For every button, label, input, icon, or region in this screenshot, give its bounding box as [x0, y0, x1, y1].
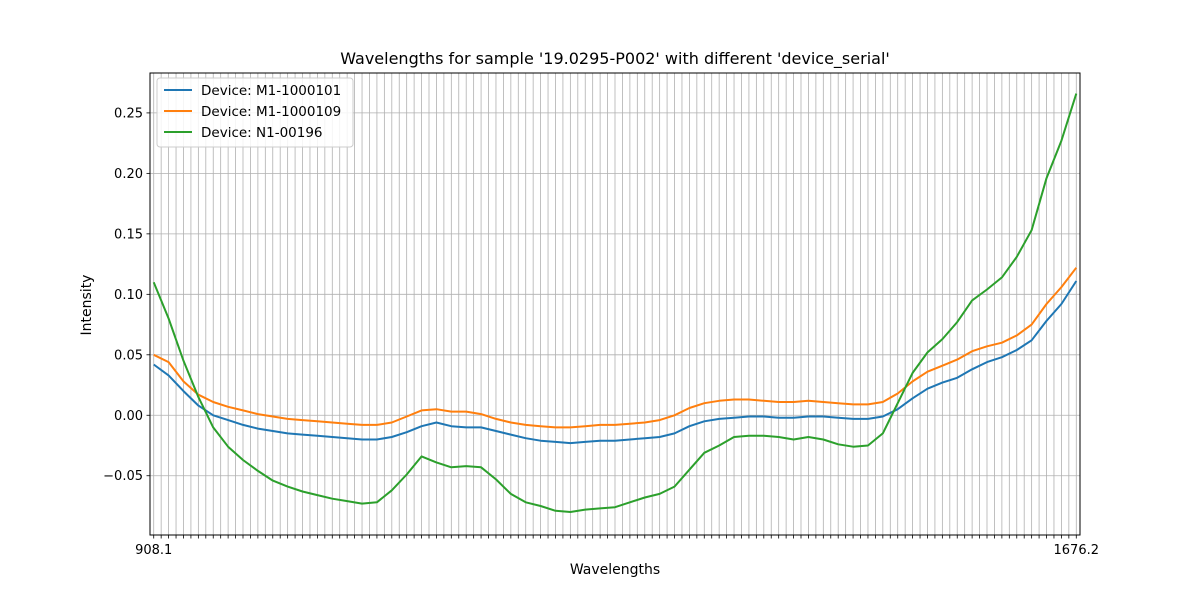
y-axis-label: Intensity	[79, 275, 95, 336]
legend-box	[156, 77, 354, 148]
y-tick-label: 0.20	[114, 167, 143, 182]
y-tick-label: −0.05	[103, 469, 143, 484]
series-lines	[152, 93, 1078, 513]
legend-item: Device: M1-1000109	[164, 104, 341, 120]
y-axis-ticks: −0.05 0.00 0.05 0.10 0.15 0.20 0.25	[103, 106, 150, 484]
x-gridlines	[153, 73, 1077, 535]
x-axis-label: Wavelengths	[570, 562, 660, 578]
legend-label: Device: M1-1000109	[201, 104, 341, 120]
legend-item: Device: M1-1000101	[164, 83, 341, 99]
y-tick-label: 0.15	[114, 227, 143, 242]
y-tick-label: 0.00	[114, 409, 143, 424]
y-tick-label: 0.10	[114, 288, 143, 303]
chart-title: Wavelengths for sample '19.0295-P002' wi…	[340, 49, 890, 69]
y-tick-label: 0.05	[114, 348, 143, 363]
plot-frame	[149, 72, 1081, 536]
legend-item: Device: N1-00196	[164, 125, 323, 141]
x-tick-label-first: 908.1	[135, 543, 172, 558]
series-line	[153, 280, 1078, 445]
x-axis-ticks	[153, 535, 1077, 539]
y-gridlines	[150, 112, 1080, 477]
legend-label: Device: N1-00196	[201, 125, 323, 141]
x-tick-label-last: 1676.2	[1054, 543, 1100, 558]
legend-label: Device: M1-1000101	[201, 83, 341, 99]
legend: Device: M1-1000101 Device: M1-1000109 De…	[156, 77, 354, 148]
y-tick-label: 0.25	[114, 106, 143, 121]
series-line	[153, 267, 1078, 429]
series-line	[152, 93, 1078, 513]
